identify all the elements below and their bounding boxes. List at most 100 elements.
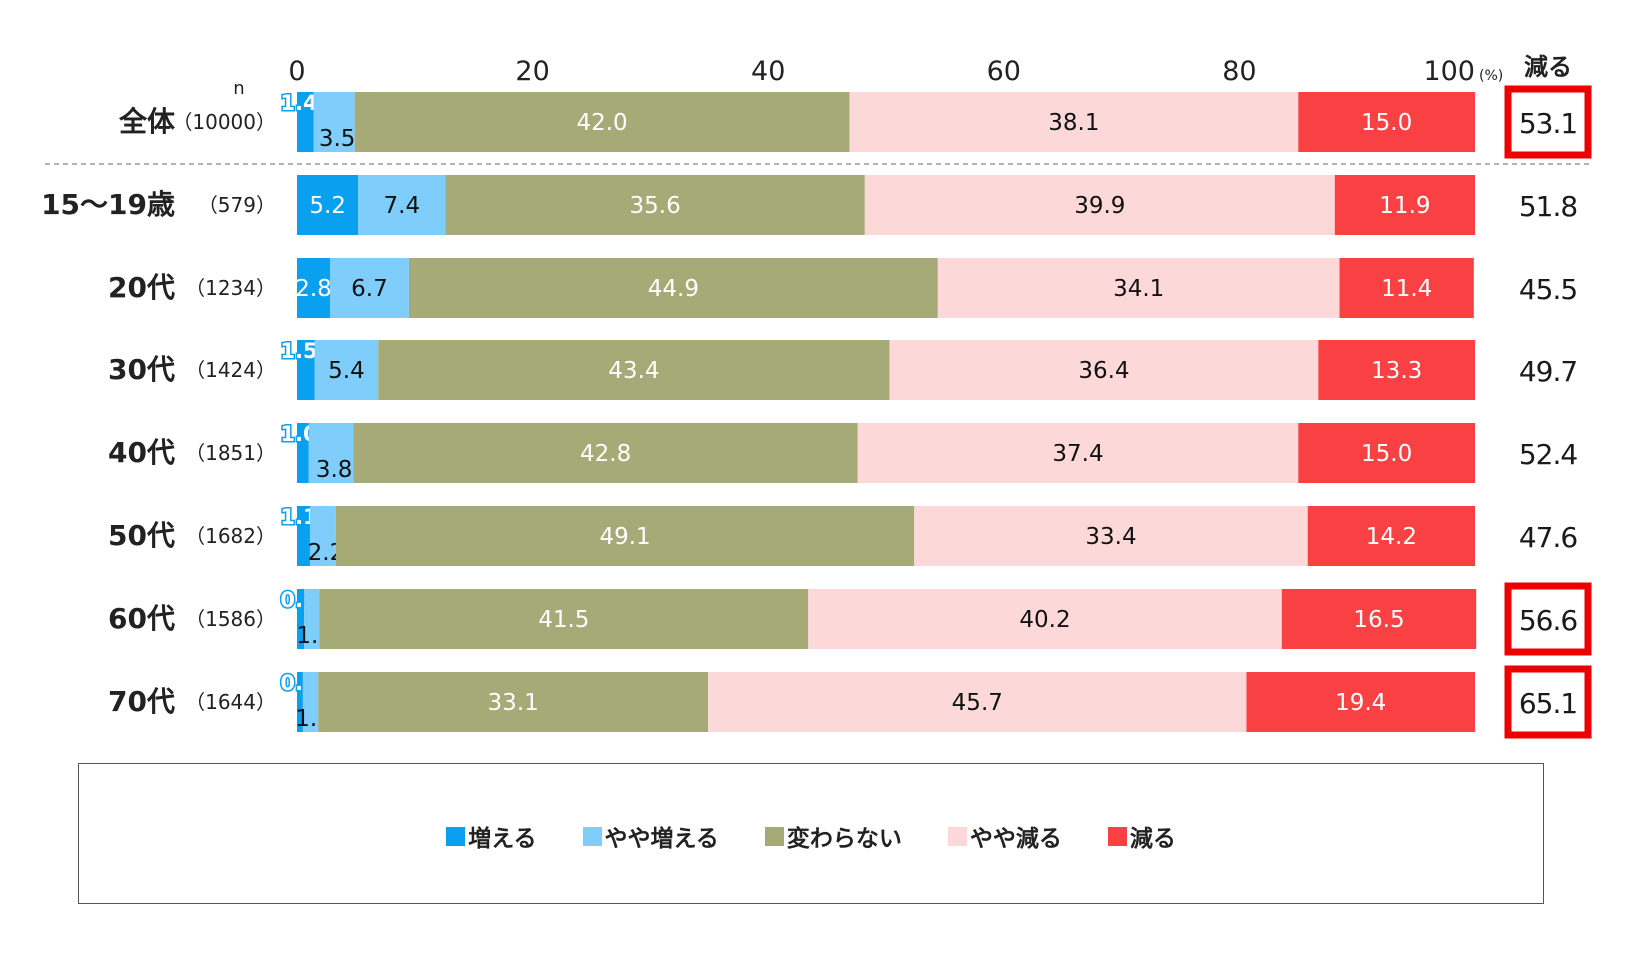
chart-row: 20代 （1234） 2.8 6.7 44.9 34.1 11.4 xyxy=(108,258,1474,318)
bar-value-label: 16.5 xyxy=(1353,607,1404,633)
decrease-totals-column: 53.1 51.8 45.5 49.7 52.4 47.6 56.6 65.1 xyxy=(1504,85,1592,739)
chart-row: 60代 （1586）0.61.341.5 40.2 16.5 xyxy=(108,587,1477,649)
bar-value-label: 33.1 xyxy=(488,690,539,716)
category-label: 15～19歳 xyxy=(41,188,175,221)
bar-value-label: 5.2 xyxy=(309,193,346,219)
bar-value-label: 1.4 xyxy=(280,91,317,115)
category-label: 全体 xyxy=(118,105,176,138)
chart-row: 15～19歳 （579） 5.2 7.4 35.6 39.9 11.9 xyxy=(41,175,1475,235)
bar-segment xyxy=(319,589,809,649)
highlight-box xyxy=(1504,85,1592,159)
bar-segment xyxy=(857,423,1299,483)
n-label: （1644） xyxy=(185,690,276,714)
decrease-total-value: 49.7 xyxy=(1519,355,1577,388)
legend-box: 増える やや増える 変わらない やや減る 減る xyxy=(78,763,1544,904)
highlight-box xyxy=(1504,665,1592,739)
legend: 増える やや増える 変わらない やや減る 減る xyxy=(79,819,1543,853)
legend-label: やや減る xyxy=(969,826,1062,852)
category-label: 50代 xyxy=(108,519,175,552)
bar-segment xyxy=(297,423,309,483)
bar-value-label: 45.7 xyxy=(952,690,1003,716)
bar-segment xyxy=(889,340,1319,400)
legend-item: 変わらない xyxy=(764,819,902,853)
x-tick-label: 20 xyxy=(515,56,549,87)
bar-segment xyxy=(297,92,314,152)
legend-swatch xyxy=(947,826,967,846)
bar-segment xyxy=(304,589,320,649)
bar-segment xyxy=(358,175,446,235)
n-label: （1234） xyxy=(185,276,276,300)
x-unit-label: (%) xyxy=(1479,68,1503,84)
bar-segment xyxy=(1339,258,1474,318)
category-label: 20代 xyxy=(108,271,175,304)
bar-value-label: 3.8 xyxy=(316,457,353,483)
bar-segment xyxy=(937,258,1340,318)
legend-item: やや増える xyxy=(582,819,719,853)
legend-swatch xyxy=(446,826,466,846)
bar-value-label: 14.2 xyxy=(1366,524,1417,550)
x-tick-label: 100 xyxy=(1423,56,1475,87)
bar-segment xyxy=(1298,423,1475,483)
bar-segment xyxy=(1307,506,1475,566)
bar-value-label: 3.5 xyxy=(319,126,356,152)
x-axis-ticks: 0 20 40 60 80 100 (%) n 減る xyxy=(233,53,1572,99)
bar-segment xyxy=(318,672,709,732)
x-tick-label: 80 xyxy=(1222,56,1256,87)
bar-value-label: 36.4 xyxy=(1078,358,1129,384)
decrease-total-value: 56.6 xyxy=(1519,604,1578,637)
chart-row: 30代 （1424）1.5 5.4 43.4 36.4 13.3 xyxy=(108,338,1475,400)
bar-segment xyxy=(313,92,355,152)
category-label: 60代 xyxy=(108,602,175,635)
n-label: （579） xyxy=(198,193,276,217)
bar-value-label: 42.0 xyxy=(576,110,627,136)
bar-segment xyxy=(808,589,1282,649)
chart-row: 70代 （1644）0.51.333.1 45.7 19.4 xyxy=(108,670,1475,732)
bar-value-label: 42.8 xyxy=(580,441,631,467)
bar-value-label: 35.6 xyxy=(630,193,681,219)
bar-segment xyxy=(329,258,409,318)
bar-segment xyxy=(302,672,319,732)
bar-segment xyxy=(297,175,359,235)
bar-value-label: 41.5 xyxy=(538,607,589,633)
legend-item: 増える xyxy=(446,819,537,853)
legend-label: やや増える xyxy=(604,826,719,852)
bar-value-label: 1.5 xyxy=(280,339,317,363)
bar-segment xyxy=(354,92,850,152)
decrease-total-value: 51.8 xyxy=(1519,190,1577,223)
bar-segment xyxy=(408,258,938,318)
bar-segment xyxy=(308,423,354,483)
decrease-total-value: 65.1 xyxy=(1519,687,1577,720)
bar-segment xyxy=(353,423,858,483)
decrease-total-value: 45.5 xyxy=(1519,273,1577,306)
bar-segment xyxy=(708,672,1247,732)
bar-segment xyxy=(297,340,315,400)
bar-value-label: 7.4 xyxy=(384,193,421,219)
legend-swatch xyxy=(764,826,784,846)
bar-value-label: 6.7 xyxy=(351,276,388,302)
bar-value-label: 34.1 xyxy=(1113,276,1164,302)
bar-segment xyxy=(297,672,303,732)
chart-row: 50代 （1682）1.12.249.1 33.4 14.2 xyxy=(108,504,1475,566)
bar-segment xyxy=(1281,589,1477,649)
category-label: 70代 xyxy=(108,685,175,718)
n-label: （10000） xyxy=(172,110,276,134)
bar-value-label: 40.2 xyxy=(1019,607,1070,633)
highlight-box xyxy=(1504,582,1592,656)
bar-value-label: 19.4 xyxy=(1335,690,1386,716)
bar-segment xyxy=(1334,175,1475,235)
n-label: （1586） xyxy=(185,607,276,631)
legend-item: 減る xyxy=(1107,819,1176,853)
bar-segment xyxy=(335,506,915,566)
decrease-total-value: 53.1 xyxy=(1519,107,1577,140)
bar-segment xyxy=(297,258,330,318)
bar-value-label: 37.4 xyxy=(1052,441,1103,467)
chart-row: 全体（10000）1.43.5 42.0 38.1 15.0 xyxy=(118,90,1475,152)
bar-value-label: 11.4 xyxy=(1381,276,1432,302)
x-tick-label: 0 xyxy=(288,56,305,87)
legend-item: やや減る xyxy=(947,819,1062,853)
bar-value-label: 13.3 xyxy=(1371,358,1422,384)
x-tick-label: 40 xyxy=(751,56,785,87)
bar-value-label: 5.4 xyxy=(328,358,365,384)
category-label: 40代 xyxy=(108,436,175,469)
